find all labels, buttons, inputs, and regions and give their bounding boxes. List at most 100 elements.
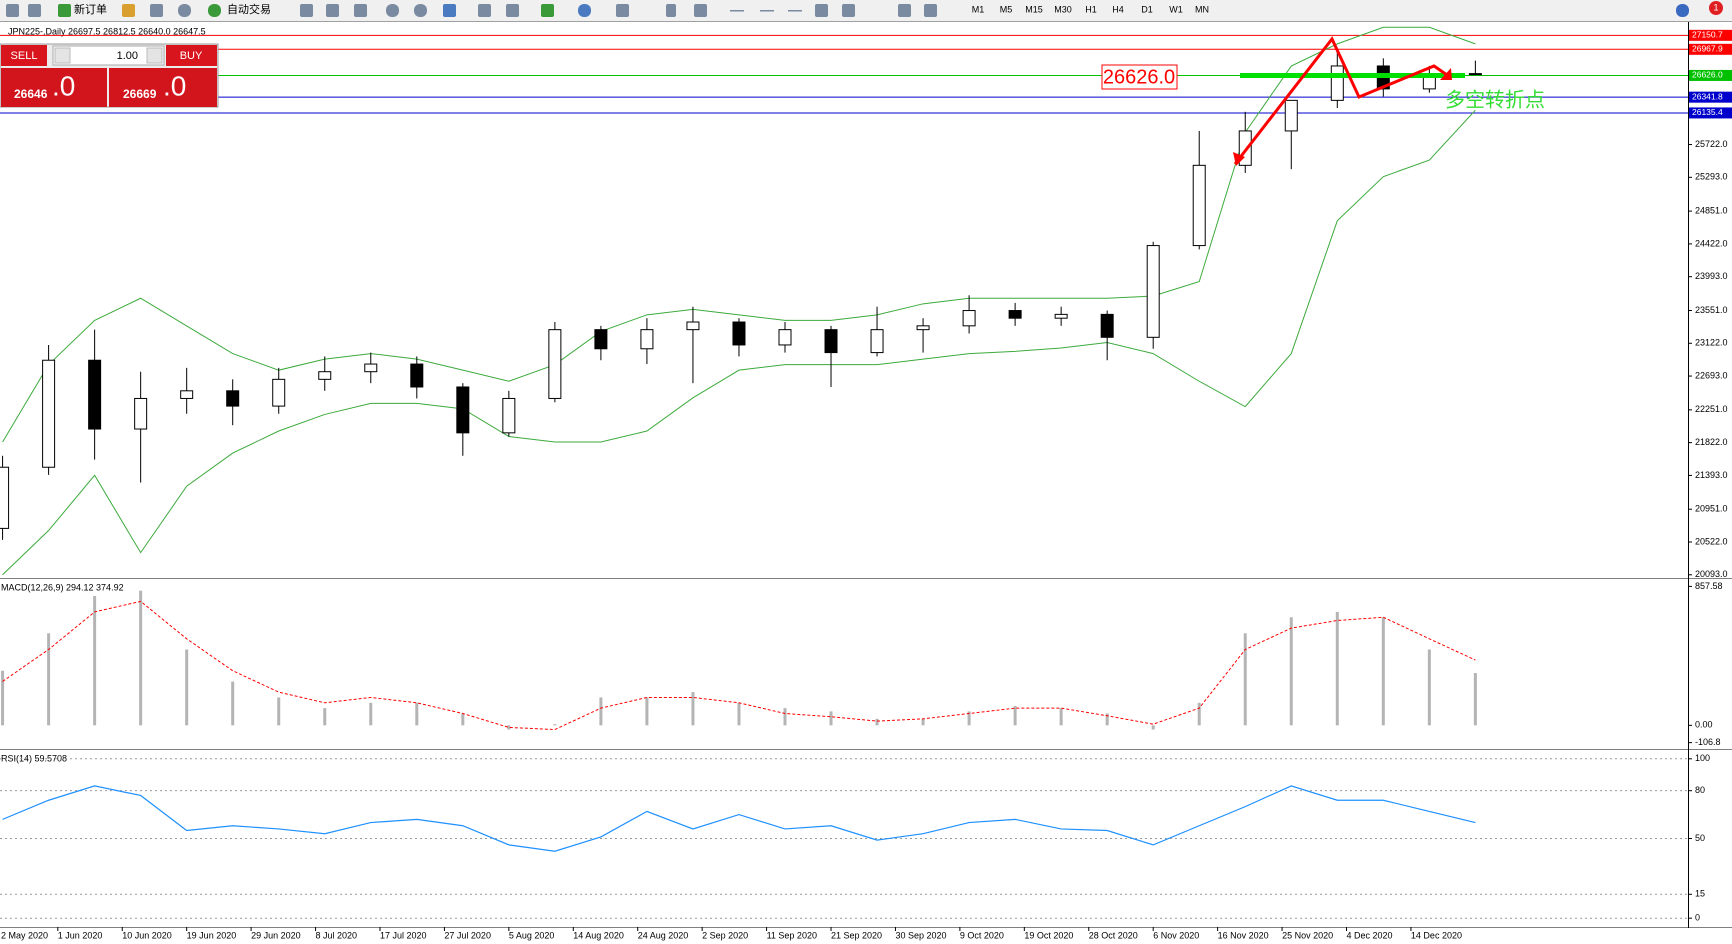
buy-label[interactable]: BUY: [180, 50, 203, 62]
lots-input[interactable]: [52, 45, 165, 66]
lots-down[interactable]: [54, 47, 71, 64]
y-tick-label: 24422.0: [1695, 238, 1728, 248]
candle-body: [1192, 164, 1206, 247]
lots-up[interactable]: [146, 47, 163, 64]
icon[interactable]: [300, 4, 313, 17]
lots-value[interactable]: 1.00: [117, 50, 138, 62]
icon[interactable]: [760, 10, 774, 12]
macd-bar: [553, 724, 557, 726]
macd-bar: [1289, 617, 1293, 726]
icon[interactable]: [506, 4, 519, 17]
icon[interactable]: [28, 4, 41, 17]
timeframe[interactable]: W1: [1169, 4, 1183, 14]
x-tick-label: 30 Sep 2020: [895, 930, 946, 940]
icon[interactable]: [666, 4, 676, 17]
icon[interactable]: [478, 4, 491, 17]
icon[interactable]: [414, 4, 427, 17]
y-tick-label: 25293.0: [1695, 172, 1728, 182]
macd-bar: [829, 711, 833, 726]
macd-bar: [691, 692, 695, 726]
macd-bar: [1059, 708, 1063, 726]
trade-panel: SELL 1.00 BUY 26646 .0 26669 .0: [0, 43, 219, 108]
icon[interactable]: [815, 4, 828, 17]
icon[interactable]: [178, 4, 191, 17]
auto-trading[interactable]: 自动交易: [227, 2, 271, 16]
candle-body: [318, 371, 332, 380]
macd-bar: [737, 702, 741, 726]
ask-box[interactable]: [109, 68, 217, 107]
timeframe[interactable]: H1: [1085, 4, 1097, 14]
icon[interactable]: [788, 10, 802, 12]
icon[interactable]: [386, 4, 399, 17]
ask-main[interactable]: 26669: [123, 87, 157, 101]
icon[interactable]: [730, 10, 744, 12]
icon[interactable]: [122, 4, 135, 17]
icon[interactable]: [443, 4, 456, 17]
arrow-head: [1440, 68, 1452, 80]
panel: MACD(12,26,9) 294.12 374.92 857.58 0.00 -10…: [1, 581, 1723, 747]
timeframe[interactable]: D1: [1141, 4, 1153, 14]
candle-body: [0, 466, 10, 529]
search-icon[interactable]: [1676, 4, 1689, 17]
bid-fraction[interactable]: .0: [52, 70, 75, 101]
candle-body: [732, 321, 746, 346]
icon[interactable]: [150, 4, 163, 17]
macd-bar: [921, 718, 925, 726]
x-tick-label: 27 Jul 2020: [444, 930, 491, 940]
icon[interactable]: [694, 4, 707, 17]
x-tick-label: 8 Jul 2020: [316, 930, 358, 940]
x-tick-label: 24 Aug 2020: [638, 930, 689, 940]
y-tick-label: 23993.0: [1695, 271, 1728, 281]
macd-bar: [1013, 706, 1017, 726]
timeframe[interactable]: M1: [972, 4, 985, 14]
y-tick-label: 15: [1695, 889, 1705, 899]
candle-body: [42, 359, 56, 468]
icon[interactable]: [842, 4, 855, 17]
timeframe[interactable]: M15: [1025, 4, 1043, 14]
candle-body: [548, 329, 562, 399]
new-order[interactable]: 新订单: [74, 2, 107, 16]
sell-button[interactable]: [1, 45, 47, 66]
ask-fraction[interactable]: .0: [163, 70, 186, 101]
y-tick-label: 24851.0: [1695, 205, 1728, 215]
bid-main[interactable]: 26646: [14, 87, 48, 101]
y-tick-label: 23122.0: [1695, 338, 1728, 348]
y-tick-label: 0: [1695, 913, 1700, 923]
candle-body: [364, 363, 378, 373]
icon[interactable]: [354, 4, 367, 17]
panel-title: JPN225-,Daily 26697.5 26812.5 26640.0 26…: [8, 26, 206, 36]
candle-body: [962, 310, 976, 327]
buy-button[interactable]: [166, 45, 217, 66]
x-tick-label: 25 Nov 2020: [1282, 930, 1333, 940]
bid-box[interactable]: [1, 68, 107, 107]
icon[interactable]: [326, 4, 339, 17]
icon[interactable]: [208, 4, 221, 17]
notification-badge[interactable]: [1709, 1, 1723, 15]
candle-body: [1054, 313, 1068, 319]
timeframe[interactable]: M5: [1000, 4, 1013, 14]
price-level-label: 27150.7: [1692, 30, 1723, 40]
timeframe[interactable]: H4: [1112, 4, 1124, 14]
macd-bar: [1427, 649, 1431, 726]
price-level-tag: [1689, 91, 1732, 103]
macd-bar: [1243, 633, 1247, 726]
timeframes: M1 M5 M15 M30 H1 H4 D1 W1 MN: [972, 4, 1209, 14]
icon[interactable]: [541, 4, 554, 17]
candle-body: [824, 329, 838, 354]
macd-bar: [507, 725, 511, 730]
icon[interactable]: [924, 4, 937, 17]
macd-bar: [1151, 725, 1155, 730]
icon[interactable]: [898, 4, 911, 17]
timeframe[interactable]: MN: [1195, 4, 1209, 14]
icon[interactable]: [6, 4, 19, 17]
sell-label[interactable]: SELL: [11, 50, 38, 62]
icon[interactable]: [58, 4, 71, 17]
macd-bar: [461, 713, 465, 726]
timeframe[interactable]: M30: [1054, 4, 1072, 14]
candle-body: [456, 386, 470, 434]
trend-arrow: [1233, 36, 1451, 165]
icon[interactable]: [616, 4, 629, 17]
arrow-head: [1233, 152, 1245, 166]
x-tick-label: 17 Jul 2020: [380, 930, 427, 940]
icon[interactable]: [578, 4, 591, 17]
